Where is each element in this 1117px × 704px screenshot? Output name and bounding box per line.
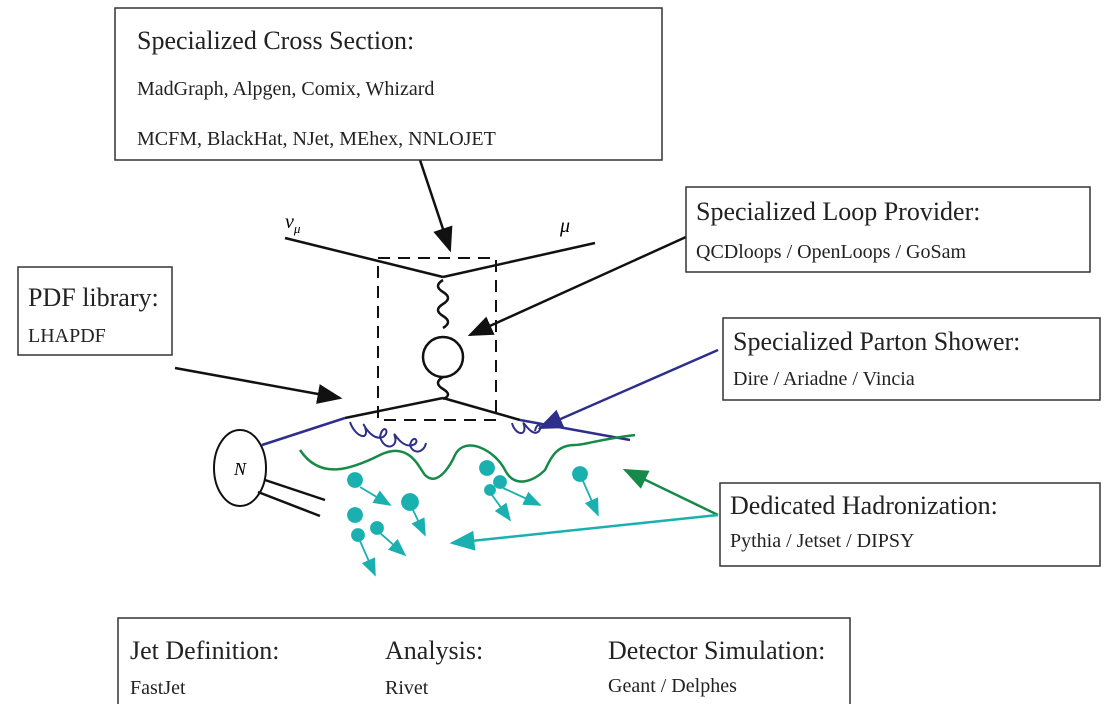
box-line: LHAPDF [28,325,106,347]
pdf-box: PDF library: LHAPDF [18,267,172,355]
analysis-box: Jet Definition: FastJet Analysis: Rivet … [118,618,850,704]
box-line: FastJet [130,677,186,699]
box-title: Dedicated Hadronization: [730,491,998,520]
label: μ [559,215,570,237]
box-title: Specialized Loop Provider: [696,197,980,226]
process-sketch [175,160,718,575]
label: νμ [285,211,301,236]
parton-shower-box: Specialized Parton Shower: Dire / Ariadn… [723,318,1100,400]
box-line: MCFM, BlackHat, NJet, MEhex, NNLOJET [137,128,496,150]
box-line: Dire / Ariadne / Vincia [733,368,915,390]
box-line: MadGraph, Alpgen, Comix, Whizard [137,78,434,100]
box-title: Jet Definition: [130,636,279,665]
box-title: PDF library: [28,283,159,312]
hadronization-box: Dedicated Hadronization: Pythia / Jetset… [720,483,1100,566]
box-line: Rivet [385,677,429,699]
box-line: QCDloops / OpenLoops / GoSam [696,241,966,263]
cross-section-box: Specialized Cross Section: MadGraph, Alp… [115,8,662,160]
diagram: νμ μ N Specialized Cross Section: MadGra… [0,0,1117,704]
box-title: Specialized Parton Shower: [733,327,1020,356]
box-line: Geant / Delphes [608,675,737,697]
box-title: Analysis: [385,636,483,665]
loop-provider-box: Specialized Loop Provider: QCDloops / Op… [686,187,1090,272]
box-title: Specialized Cross Section: [137,26,414,55]
box-title: Detector Simulation: [608,636,825,665]
box-line: Pythia / Jetset / DIPSY [730,530,914,552]
label: N [233,459,247,479]
